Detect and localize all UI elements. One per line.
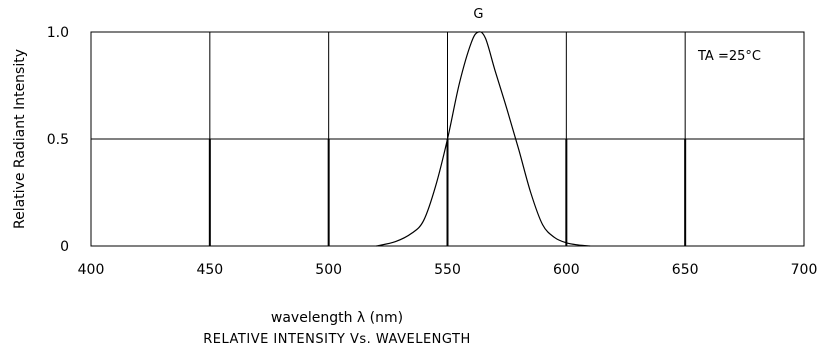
x-tick-labels: 400 450 500 550 600 650 700 [78, 262, 818, 278]
x-tick-label-500: 500 [315, 262, 342, 278]
plot-frame [90, 31, 805, 247]
x-tick-label-600: 600 [553, 262, 580, 278]
x-tick-label-400: 400 [78, 262, 105, 278]
y-axis-title: Relative Radiant Intensity [12, 49, 28, 229]
y-tick-labels: 0 0.5 1.0 [47, 25, 69, 255]
x-axis-title: wavelength λ (nm) [271, 310, 403, 326]
series-label-g: G [473, 7, 483, 22]
y-tick-label-0: 0 [60, 239, 69, 255]
x-tick-label-550: 550 [434, 262, 461, 278]
y-tick-label-1: 1.0 [47, 25, 69, 41]
chart-title: RELATIVE INTENSITY Vs. WAVELENGTH [203, 332, 470, 347]
temperature-annotation: TA =25°C [697, 49, 761, 64]
x-tick-label-700: 700 [791, 262, 818, 278]
series-line-g [376, 31, 591, 247]
y-tick-label-0_5: 0.5 [47, 132, 69, 148]
x-tick-label-450: 450 [196, 262, 223, 278]
x-tick-label-650: 650 [672, 262, 699, 278]
